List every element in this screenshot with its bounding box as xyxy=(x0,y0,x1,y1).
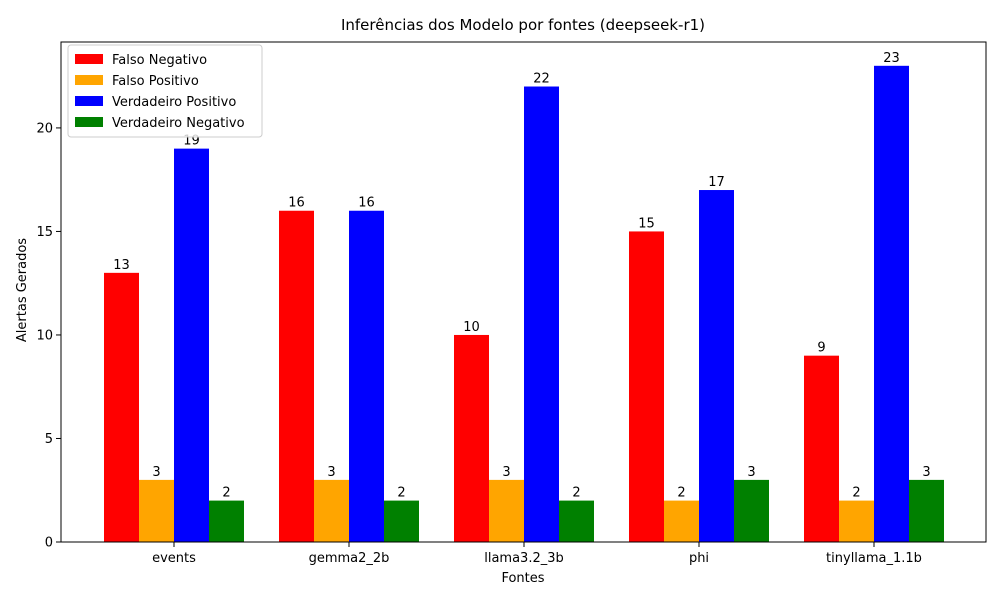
data-label: 16 xyxy=(358,196,375,211)
bar-falso-negativo-events xyxy=(104,272,139,542)
bar-falso-negativo-llama3-2-3b xyxy=(454,334,489,542)
legend-swatch xyxy=(75,96,103,106)
legend-entry: Falso Negativo xyxy=(112,53,207,68)
x-tick-label: events xyxy=(152,551,196,566)
chart-title: Inferências dos Modelo por fontes (deeps… xyxy=(341,16,705,34)
bar-verdadeiro-positivo-gemma2-2b xyxy=(349,210,384,542)
data-label: 17 xyxy=(708,175,725,190)
bar-verdadeiro-negativo-gemma2-2b xyxy=(384,500,419,542)
y-tick-label: 5 xyxy=(45,432,53,447)
bars-layer xyxy=(104,65,944,543)
data-label: 2 xyxy=(397,486,405,501)
y-tick-label: 10 xyxy=(36,328,53,343)
bar-falso-positivo-gemma2-2b xyxy=(314,479,349,542)
legend-box xyxy=(67,44,263,138)
bar-falso-negativo-gemma2-2b xyxy=(279,210,314,542)
data-label: 2 xyxy=(222,486,230,501)
bar-falso-negativo-phi xyxy=(629,231,664,543)
data-label: 16 xyxy=(288,196,305,211)
data-label: 9 xyxy=(817,341,825,356)
data-label: 15 xyxy=(638,216,655,231)
data-label: 2 xyxy=(677,486,685,501)
bar-verdadeiro-negativo-events xyxy=(209,500,244,542)
y-tick-label: 15 xyxy=(36,225,53,240)
bar-falso-positivo-events xyxy=(139,479,174,542)
x-axis: events gemma2_2b llama3.2_3b phi tinyllama_1… xyxy=(152,542,922,566)
bar-verdadeiro-positivo-events xyxy=(174,148,209,543)
data-label: 3 xyxy=(747,465,755,480)
bar-falso-positivo-tinyllama-1-1b xyxy=(839,500,874,542)
data-label: 3 xyxy=(327,465,335,480)
x-axis-label: Fontes xyxy=(501,571,544,586)
x-tick-label: gemma2_2b xyxy=(309,551,390,566)
y-tick-label: 20 xyxy=(36,121,53,136)
legend-swatch xyxy=(75,54,103,64)
data-label: 23 xyxy=(883,51,900,66)
bar-verdadeiro-negativo-tinyllama-1-1b xyxy=(909,479,944,542)
data-label: 3 xyxy=(922,465,930,480)
data-label: 13 xyxy=(113,258,130,273)
data-label: 2 xyxy=(852,486,860,501)
legend-entry: Verdadeiro Negativo xyxy=(112,116,245,131)
legend-entry: Falso Positivo xyxy=(112,74,199,89)
x-tick-label: phi xyxy=(689,551,709,566)
y-axis: 0 5 10 15 20 xyxy=(36,121,61,551)
legend: Falso Negativo Falso Positivo Verdadeiro P… xyxy=(67,44,263,138)
x-tick-label: tinyllama_1.1b xyxy=(826,551,922,566)
legend-entry: Verdadeiro Positivo xyxy=(112,95,236,110)
bar-verdadeiro-negativo-phi xyxy=(734,479,769,542)
bar-verdadeiro-positivo-llama3-2-3b xyxy=(524,86,559,542)
bar-falso-negativo-tinyllama-1-1b xyxy=(804,355,839,542)
bar-verdadeiro-negativo-llama3-2-3b xyxy=(559,500,594,542)
legend-swatch xyxy=(75,117,103,127)
data-label: 22 xyxy=(533,72,550,87)
data-label: 3 xyxy=(152,465,160,480)
data-label: 10 xyxy=(463,320,480,335)
y-axis-label: Alertas Gerados xyxy=(15,238,30,342)
bar-verdadeiro-positivo-tinyllama-1-1b xyxy=(874,65,909,543)
y-tick-label: 0 xyxy=(45,536,53,551)
legend-swatch xyxy=(75,75,103,85)
x-tick-label: llama3.2_3b xyxy=(484,551,564,566)
bar-falso-positivo-llama3-2-3b xyxy=(489,479,524,542)
bar-verdadeiro-positivo-phi xyxy=(699,190,734,542)
data-label: 3 xyxy=(502,465,510,480)
bar-falso-positivo-phi xyxy=(664,500,699,542)
data-label: 2 xyxy=(572,486,580,501)
